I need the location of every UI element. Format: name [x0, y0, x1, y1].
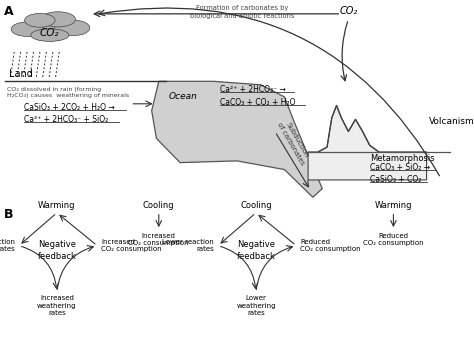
Ellipse shape — [25, 13, 55, 27]
Text: Negative
feedback: Negative feedback — [237, 240, 275, 261]
Ellipse shape — [31, 29, 69, 42]
Text: CO₂ dissolved in rain (forming
H₂CO₃) causes  weathering of minerals: CO₂ dissolved in rain (forming H₂CO₃) ca… — [7, 86, 129, 98]
Text: Ca²⁺ + 2HCO₃⁻ →: Ca²⁺ + 2HCO₃⁻ → — [220, 85, 286, 94]
Text: Reduced
CO₂ consumption: Reduced CO₂ consumption — [300, 239, 361, 253]
Text: Formation of carbonates by
biological and abiotic reactions: Formation of carbonates by biological an… — [190, 5, 294, 19]
Text: CO₂: CO₂ — [339, 6, 357, 16]
Text: Lower reaction
rates: Lower reaction rates — [163, 239, 214, 253]
Text: CaSiO₃ + CO₂: CaSiO₃ + CO₂ — [370, 175, 421, 184]
Text: Warming: Warming — [374, 201, 412, 210]
Text: A: A — [4, 5, 13, 18]
Ellipse shape — [55, 20, 90, 36]
Text: Reduced
CO₂ consumption: Reduced CO₂ consumption — [363, 233, 424, 246]
Ellipse shape — [29, 23, 70, 41]
Text: Subduction
of carbonates: Subduction of carbonates — [276, 118, 312, 166]
Ellipse shape — [11, 22, 43, 36]
Text: CO₂: CO₂ — [40, 28, 60, 37]
Text: Warming: Warming — [38, 201, 76, 210]
Ellipse shape — [40, 12, 75, 27]
Text: Increased
weathering
rates: Increased weathering rates — [37, 295, 77, 316]
Text: Cooling: Cooling — [240, 201, 272, 210]
Polygon shape — [308, 106, 427, 180]
Text: B: B — [4, 208, 13, 221]
Text: Ocean: Ocean — [168, 92, 197, 101]
Text: CaCO₃ + CO₂ + H₂O: CaCO₃ + CO₂ + H₂O — [220, 98, 296, 107]
Polygon shape — [152, 81, 322, 197]
Text: Cooling: Cooling — [143, 201, 174, 210]
Text: Increased
CO₂ consumption: Increased CO₂ consumption — [101, 239, 162, 253]
Text: Land: Land — [9, 69, 32, 79]
Text: Ca²⁺ + 2HCO₃⁻ + SiO₂: Ca²⁺ + 2HCO₃⁻ + SiO₂ — [24, 115, 108, 124]
Text: Faster reaction
rates: Faster reaction rates — [0, 239, 15, 253]
Text: Lower
weathering
rates: Lower weathering rates — [236, 295, 276, 316]
Text: CaCO₃ + SiO₂ →: CaCO₃ + SiO₂ → — [370, 163, 430, 172]
Text: Negative
feedback: Negative feedback — [37, 240, 76, 261]
Text: Increased
CO₂ consumption: Increased CO₂ consumption — [128, 233, 189, 246]
Text: Metamorphosis: Metamorphosis — [370, 154, 434, 163]
Text: Volcanism: Volcanism — [429, 117, 474, 126]
Text: CaSiO₃ + 2CO₂ + H₂O →: CaSiO₃ + 2CO₂ + H₂O → — [24, 103, 114, 112]
